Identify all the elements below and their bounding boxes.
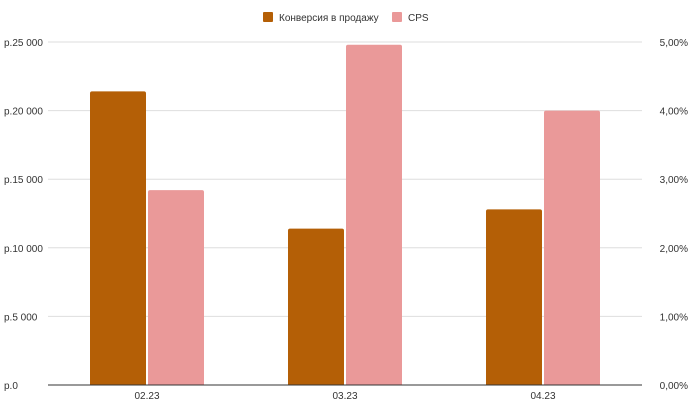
y-left-tick-label: р.0 <box>4 381 18 392</box>
y-left-tick-label: р.20 000 <box>4 107 43 118</box>
gridlines <box>48 41 642 317</box>
legend-label-conversion: Конверсия в продажу <box>279 13 379 24</box>
y-left-tick-label: р.5 000 <box>4 312 38 323</box>
y-left-tick-label: р.15 000 <box>4 175 43 186</box>
y-right-tick-label: 4,00% <box>660 107 688 118</box>
y-right-tick-label: 3,00% <box>660 175 688 186</box>
bar-cps <box>346 44 402 386</box>
x-tick-label: 03.23 <box>332 391 357 402</box>
x-tick-label: 02.23 <box>134 391 159 402</box>
y-axis-right: 0,00% 1,00% 2,00% 3,00% 4,00% 5,00% <box>660 38 688 392</box>
y-left-tick-label: р.25 000 <box>4 38 43 49</box>
legend-swatch-cps <box>392 12 402 22</box>
y-right-tick-label: 1,00% <box>660 312 688 323</box>
bar-cps <box>148 190 204 385</box>
x-axis: 02.23 03.23 04.23 <box>48 384 642 402</box>
bar-conversion <box>90 91 146 385</box>
bar-cps <box>544 110 600 385</box>
bars <box>90 44 600 386</box>
legend-label-cps: CPS <box>408 13 429 24</box>
y-right-tick-label: 0,00% <box>660 381 688 392</box>
y-right-tick-label: 5,00% <box>660 38 688 49</box>
legend-swatch-conversion <box>263 12 273 22</box>
y-axis-left: р.0 р.5 000 р.10 000 р.15 000 р.20 000 р.25 0… <box>4 38 43 392</box>
x-tick-label: 04.23 <box>530 391 555 402</box>
bar-conversion <box>486 209 542 385</box>
y-left-tick-label: р.10 000 <box>4 244 43 255</box>
y-right-tick-label: 2,00% <box>660 244 688 255</box>
legend: Конверсия в продажу CPS <box>263 12 429 24</box>
bar-conversion <box>288 228 344 385</box>
